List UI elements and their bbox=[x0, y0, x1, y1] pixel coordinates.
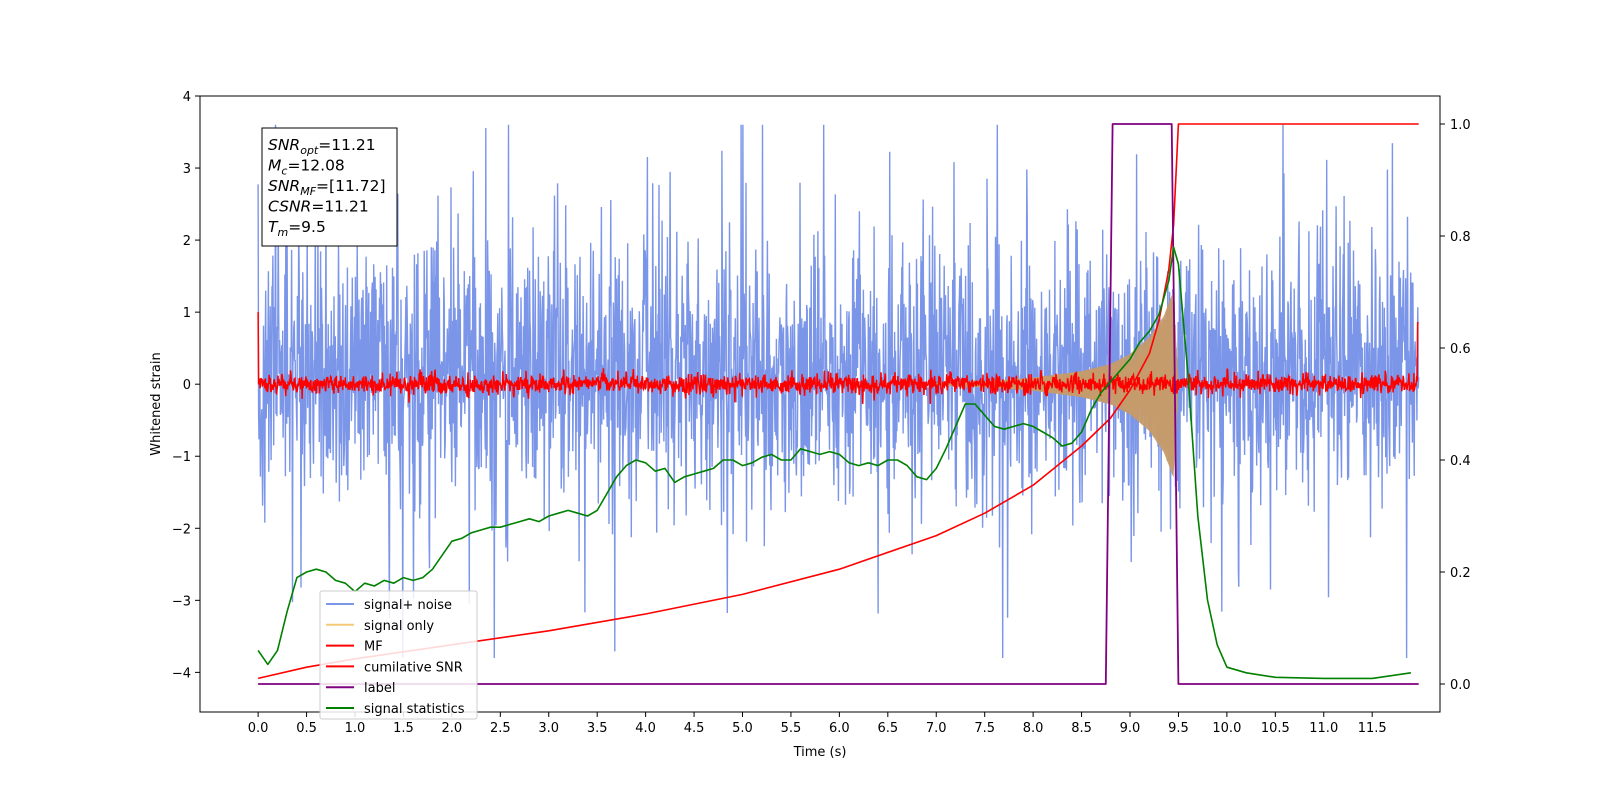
y-tick-label: 1 bbox=[183, 306, 191, 321]
plot-frame bbox=[199, 95, 1441, 713]
y-tick-label: −2 bbox=[172, 522, 191, 537]
y2-tick-label: 1.0 bbox=[1450, 118, 1471, 133]
y-tick-label: −4 bbox=[172, 666, 191, 681]
y-tick-label: 4 bbox=[183, 90, 191, 105]
legend-label: MF bbox=[364, 640, 383, 655]
x-tick-label: 7.5 bbox=[974, 721, 995, 736]
x-tick-label: 5.5 bbox=[781, 721, 802, 736]
mf-line bbox=[257, 312, 1419, 405]
y-tick-label: −1 bbox=[172, 450, 191, 465]
y2-tick-label: 0.0 bbox=[1450, 678, 1471, 693]
signal-statistics-line bbox=[257, 246, 1412, 680]
x-tick-label: 11.0 bbox=[1309, 721, 1338, 736]
x-tick-label: 11.5 bbox=[1358, 721, 1387, 736]
x-tick-label: 0.5 bbox=[296, 721, 317, 736]
annotation-line: CSNR=11.21 bbox=[268, 198, 369, 216]
x-tick-label: 6.5 bbox=[877, 721, 898, 736]
x-tick-label: 10.5 bbox=[1261, 721, 1290, 736]
annotation-line: SNRMF=[11.72] bbox=[268, 177, 386, 198]
x-tick-label: 9.0 bbox=[1120, 721, 1141, 736]
y2-tick-label: 0.4 bbox=[1450, 454, 1471, 469]
x-tick-label: 1.5 bbox=[393, 721, 414, 736]
label-line bbox=[258, 123, 1419, 685]
x-tick-label: 9.5 bbox=[1168, 721, 1189, 736]
x-tick-label: 3.0 bbox=[538, 721, 559, 736]
x-tick-label: 4.5 bbox=[684, 721, 705, 736]
x-tick-label: 2.5 bbox=[490, 721, 511, 736]
x-tick-label: 8.5 bbox=[1071, 721, 1092, 736]
annotation-line: Tm=9.5 bbox=[268, 218, 326, 239]
y-tick-label: −3 bbox=[172, 594, 191, 609]
signal-plus-noise-line bbox=[257, 124, 1420, 659]
annotation-line: SNRopt=11.21 bbox=[268, 136, 376, 157]
legend-label: signal only bbox=[364, 619, 434, 634]
x-tick-label: 1.0 bbox=[345, 721, 366, 736]
x-tick-label: 0.0 bbox=[248, 721, 269, 736]
annotation-line: Mc=12.08 bbox=[268, 157, 345, 178]
y2-tick-label: 0.6 bbox=[1450, 342, 1471, 357]
x-tick-label: 7.0 bbox=[926, 721, 947, 736]
legend-label: signal+ noise bbox=[364, 598, 452, 613]
legend-label: cumilative SNR bbox=[364, 660, 463, 675]
x-tick-label: 5.0 bbox=[732, 721, 753, 736]
y-axis-label: Whitened strain bbox=[149, 352, 164, 455]
y-tick-label: 2 bbox=[183, 234, 191, 249]
y2-tick-label: 0.8 bbox=[1450, 230, 1471, 245]
legend: signal+ noise signal only MF cumilative SNR… bbox=[319, 590, 478, 720]
annotation-box: SNRopt=11.21Mc=12.08SNRMF=[11.72]CSNR=11… bbox=[261, 127, 398, 247]
x-axis-label: Time (s) bbox=[793, 745, 847, 760]
legend-label: signal statistics bbox=[364, 702, 465, 717]
y-tick-label: 3 bbox=[183, 162, 191, 177]
x-tick-label: 10.0 bbox=[1212, 721, 1241, 736]
y-tick-label: 0 bbox=[183, 378, 191, 393]
x-tick-label: 2.0 bbox=[442, 721, 463, 736]
x-tick-label: 4.0 bbox=[635, 721, 656, 736]
x-tick-label: 3.5 bbox=[587, 721, 608, 736]
y2-tick-label: 0.2 bbox=[1450, 566, 1471, 581]
legend-label: label bbox=[364, 681, 395, 696]
x-tick-label: 6.0 bbox=[829, 721, 850, 736]
x-tick-label: 8.0 bbox=[1023, 721, 1044, 736]
